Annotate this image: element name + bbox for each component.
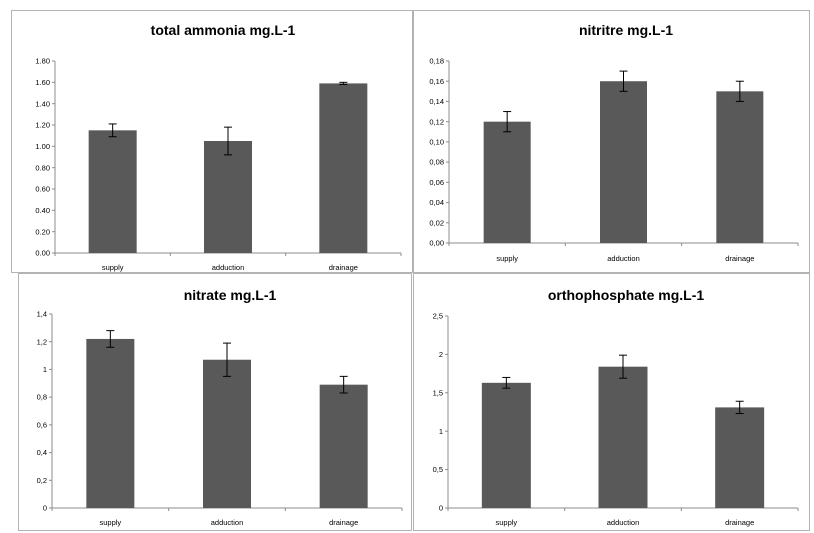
x-category-label: adduction: [607, 518, 640, 527]
y-tick-label: 0.80: [35, 163, 50, 172]
x-category-label: supply: [495, 518, 517, 527]
bar-drainage: [716, 91, 764, 243]
chart-title: orthophosphate mg.L-1: [548, 287, 705, 303]
chart-title: total ammonia mg.L-1: [151, 22, 296, 38]
bar-adduction: [598, 366, 648, 508]
bar-supply: [481, 382, 531, 508]
y-tick-label: 0,2: [37, 476, 47, 485]
y-tick-label: 1.40: [35, 99, 50, 108]
chart-title: nitritre mg.L-1: [579, 22, 673, 38]
y-tick-label: 0,04: [429, 198, 444, 207]
chart-total-ammonia: total ammonia mg.L-1 0.00 0.20 0.40 0.60 0.80…: [35, 22, 402, 272]
y-tick-label: 1,4: [37, 310, 47, 319]
bar-adduction: [203, 359, 251, 508]
y-tick-label: 1: [43, 365, 47, 374]
y-tick-label: 0: [439, 504, 443, 513]
y-tick-label: 2: [439, 350, 443, 359]
y-tick-label: 0,4: [37, 448, 47, 457]
bar-adduction: [204, 141, 252, 253]
chart-panel-nitrate: nitrate mg.L-1 0 0,2 0,4 0,6 0,8 1 1,2 1,4 supply…: [18, 273, 412, 531]
x-category-label: supply: [102, 263, 124, 272]
x-category-label: adduction: [212, 263, 245, 272]
x-category-label: drainage: [725, 254, 754, 263]
chart-panel-nitrite: nitritre mg.L-1 0,00 0,02 0,04 0,06 0,08 0,10 0…: [413, 10, 810, 273]
x-category-label: supply: [496, 254, 518, 263]
bar-drainage: [715, 407, 765, 508]
y-tick-label: 0,12: [429, 117, 444, 126]
chart-title: nitrate mg.L-1: [184, 287, 277, 303]
bar-supply: [483, 121, 531, 243]
y-tick-label: 0,16: [429, 77, 444, 86]
y-tick-label: 0.60: [35, 185, 50, 194]
bar-adduction: [600, 81, 647, 243]
x-category-label: adduction: [607, 254, 640, 263]
y-tick-label: 1.80: [35, 57, 50, 66]
x-category-label: drainage: [329, 518, 358, 527]
chart-nitrite: nitritre mg.L-1 0,00 0,02 0,04 0,06 0,08 0,10 0…: [429, 22, 799, 263]
x-category-label: drainage: [329, 263, 358, 272]
y-tick-label: 1.20: [35, 121, 50, 130]
bar-drainage: [319, 83, 368, 254]
y-tick-label: 0.20: [35, 227, 50, 236]
x-category-label: drainage: [725, 518, 754, 527]
bar-supply: [88, 130, 137, 253]
y-tick-label: 0.00: [35, 249, 50, 258]
y-tick-label: 1,5: [433, 388, 443, 397]
y-tick-label: 1: [439, 427, 443, 436]
y-tick-label: 0,06: [429, 178, 444, 187]
y-tick-label: 1.00: [35, 142, 50, 151]
chart-orthophosphate: orthophosphate mg.L-1 0 0,5 1 1,5 2 2,5 supply a…: [433, 287, 799, 527]
y-tick-label: 0,00: [429, 239, 444, 248]
y-tick-label: 0,18: [429, 57, 444, 66]
y-tick-label: 0,10: [429, 137, 444, 146]
y-tick-label: 0: [43, 504, 47, 513]
chart-nitrate: nitrate mg.L-1 0 0,2 0,4 0,6 0,8 1 1,2 1,4 supply…: [37, 287, 403, 527]
y-tick-label: 0,08: [429, 158, 444, 167]
chart-panel-orthophosphate: orthophosphate mg.L-1 0 0,5 1 1,5 2 2,5 supply a…: [413, 273, 810, 531]
y-tick-label: 0.40: [35, 206, 50, 215]
y-tick-label: 1,2: [37, 337, 47, 346]
y-tick-label: 0,14: [429, 97, 444, 106]
x-category-label: supply: [99, 518, 121, 527]
chart-panel-total-ammonia: total ammonia mg.L-1 0.00 0.20 0.40 0.60 0.80…: [11, 10, 413, 273]
bar-drainage: [319, 384, 368, 508]
y-tick-label: 1.60: [35, 78, 50, 87]
y-tick-label: 0,6: [37, 420, 47, 429]
y-tick-label: 0,8: [37, 393, 47, 402]
y-tick-label: 2,5: [433, 312, 443, 321]
x-category-label: adduction: [211, 518, 244, 527]
bar-supply: [86, 338, 135, 508]
y-tick-label: 0,02: [429, 218, 444, 227]
y-tick-label: 0,5: [433, 465, 443, 474]
